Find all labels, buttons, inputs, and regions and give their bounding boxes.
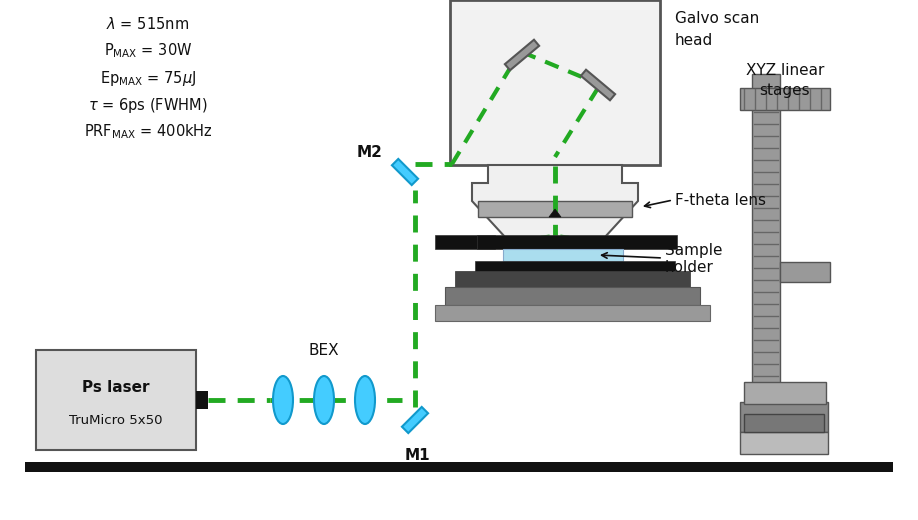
Bar <box>780 262 830 282</box>
Bar <box>503 249 623 261</box>
Bar <box>435 305 710 321</box>
Text: $\tau$ = 6ps (FWHM): $\tau$ = 6ps (FWHM) <box>88 96 207 114</box>
Ellipse shape <box>273 376 293 424</box>
Polygon shape <box>581 70 615 100</box>
Text: holder: holder <box>665 261 714 276</box>
Text: Ep$_{\mathrm{MAX}}$ = 75$\mu$J: Ep$_{\mathrm{MAX}}$ = 75$\mu$J <box>100 69 196 87</box>
Polygon shape <box>549 209 561 217</box>
Ellipse shape <box>314 376 334 424</box>
Bar <box>445 287 700 305</box>
Text: F-theta lens: F-theta lens <box>675 192 766 207</box>
Bar <box>478 201 632 217</box>
Text: Ps laser: Ps laser <box>83 380 150 395</box>
Bar <box>752 74 780 404</box>
Bar <box>477 235 677 249</box>
Text: BEX: BEX <box>308 343 340 358</box>
Text: Sample: Sample <box>665 242 722 257</box>
Bar <box>25 462 893 472</box>
Bar <box>740 402 828 432</box>
Bar <box>196 391 208 409</box>
Bar <box>744 382 826 404</box>
Text: stages: stages <box>760 83 811 98</box>
Bar <box>740 432 828 454</box>
Text: Galvo scan: Galvo scan <box>675 10 759 25</box>
Text: PRF$_{\mathrm{MAX}}$ = 400kHz: PRF$_{\mathrm{MAX}}$ = 400kHz <box>84 123 212 141</box>
Bar <box>455 271 690 287</box>
Text: P$_{\mathrm{MAX}}$ = 30W: P$_{\mathrm{MAX}}$ = 30W <box>104 42 192 60</box>
Text: XYZ linear: XYZ linear <box>745 62 824 77</box>
Bar <box>435 235 495 249</box>
Polygon shape <box>472 165 638 237</box>
Bar <box>450 0 660 165</box>
Text: M1: M1 <box>404 448 430 463</box>
Text: M2: M2 <box>357 145 383 160</box>
Polygon shape <box>402 407 428 433</box>
Bar <box>36 350 196 450</box>
Polygon shape <box>505 40 539 70</box>
Bar <box>740 88 830 110</box>
Text: head: head <box>675 33 713 47</box>
Text: $\lambda$ = 515nm: $\lambda$ = 515nm <box>106 16 189 32</box>
Bar <box>475 261 675 271</box>
Text: TruMicro 5x50: TruMicro 5x50 <box>69 413 162 426</box>
Polygon shape <box>392 159 418 185</box>
Ellipse shape <box>355 376 375 424</box>
Bar <box>744 414 824 432</box>
